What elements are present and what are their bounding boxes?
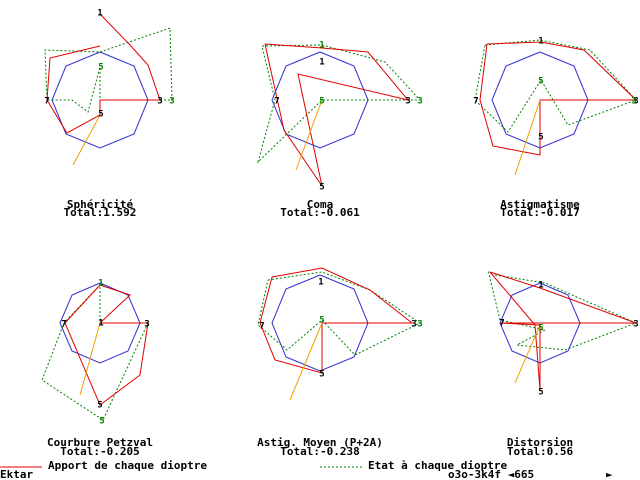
surface-label: 5: [319, 97, 324, 107]
state-curve: [474, 39, 637, 133]
surface-label: 5: [97, 401, 102, 411]
footer-left: Ektar: [0, 468, 33, 480]
panel-total: Total:-0.017: [500, 206, 579, 219]
panel-title: Coma: [307, 198, 334, 211]
panel-total: Total:-0.205: [60, 445, 139, 458]
surface-label: 3: [157, 97, 162, 107]
surface-label: 5: [538, 324, 543, 334]
surface-label: 7: [499, 319, 504, 329]
surface-label: 1: [538, 281, 543, 291]
total-line: [72, 114, 101, 166]
surface-label: 1: [98, 319, 103, 329]
surface-label: 7: [259, 322, 264, 332]
octagon: [271, 274, 369, 372]
footer-mid: o3o-3k4f ◄665: [448, 468, 534, 480]
surface-label: 1: [319, 58, 324, 68]
surface-label: 7: [473, 97, 478, 107]
surface-label: 5: [319, 183, 324, 193]
surface-label: 5: [538, 77, 543, 87]
surface-label: 1: [318, 278, 323, 288]
surface-label: 3: [405, 97, 410, 107]
surface-label: 7: [61, 320, 66, 330]
contribution-curve: [46, 13, 161, 134]
panel-total: Total:-0.238: [280, 445, 359, 458]
surface-label: 3: [631, 97, 636, 107]
surface-label: 5: [319, 316, 324, 326]
surface-label: 5: [98, 63, 103, 73]
surface-label: 3: [417, 320, 422, 330]
state-curve: [257, 271, 422, 356]
total-line: [295, 99, 323, 171]
legend-red-text: Apport de chaque dioptre: [48, 459, 207, 472]
panel-total: Total:1.592: [64, 206, 137, 219]
total-line: [514, 324, 541, 384]
panel-total: Total:0.56: [507, 445, 574, 458]
total-line: [79, 322, 101, 396]
surface-label: 1: [97, 9, 102, 19]
surface-label: 5: [538, 133, 543, 143]
surface-label: 3: [411, 320, 416, 330]
panel-title: Sphéricité: [67, 198, 134, 211]
state-curve: [257, 44, 422, 164]
contribution-curve: [64, 284, 149, 406]
total-line: [289, 322, 323, 401]
panel-title: Astig. Moyen (P+2A): [257, 436, 383, 449]
surface-label: 7: [44, 97, 49, 107]
panel-total: Total:-0.061: [280, 206, 360, 219]
surface-label: 3: [144, 320, 149, 330]
contribution-curve: [264, 43, 410, 187]
surface-label: 5: [98, 110, 103, 120]
surface-label: 1: [319, 41, 324, 51]
panel-title: Distorsion: [507, 436, 573, 449]
surface-label: 5: [319, 370, 324, 380]
surface-label: 1: [98, 279, 103, 289]
surface-label: 5: [538, 388, 543, 398]
footer-right[interactable]: ►: [606, 468, 613, 480]
surface-label: 1: [538, 37, 543, 47]
surface-label: 3: [633, 97, 638, 107]
total-line: [514, 99, 541, 176]
surface-label: 3: [169, 97, 174, 107]
surface-label: 5: [99, 417, 104, 427]
surface-label: 7: [274, 97, 279, 107]
octagon: [51, 51, 149, 149]
surface-label: 3: [417, 97, 422, 107]
legend-green-text: Etat à chaque dioptre: [368, 459, 507, 472]
surface-label: 3: [633, 320, 638, 330]
panel-title: Courbure Petzval: [47, 436, 153, 449]
state-curve: [487, 269, 638, 351]
octagon: [59, 282, 141, 364]
octagon: [271, 51, 369, 149]
panel-title: Astigmatisme: [500, 198, 580, 211]
